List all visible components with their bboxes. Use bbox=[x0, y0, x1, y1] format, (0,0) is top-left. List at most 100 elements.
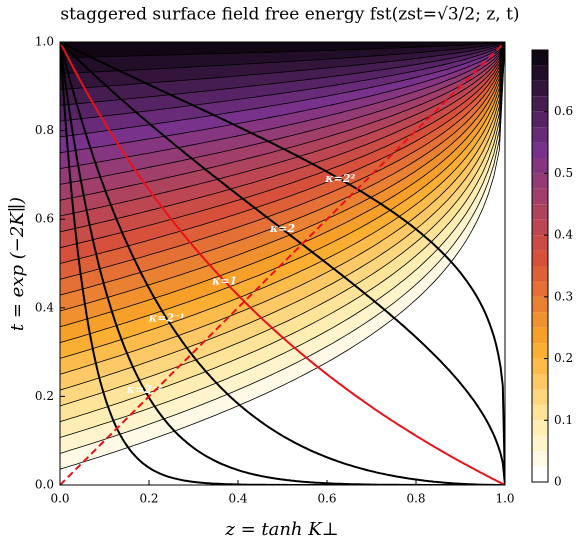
kappa-label: κ=2 bbox=[269, 222, 295, 235]
contour-line bbox=[60, 42, 505, 217]
kappa-label: κ=2⁻² bbox=[126, 383, 163, 396]
contour-band bbox=[60, 42, 505, 343]
colorbar-tick-label: 0.2 bbox=[554, 351, 573, 365]
kappa-label: κ=2² bbox=[324, 172, 355, 185]
kappa-label: κ=2⁻¹ bbox=[148, 312, 185, 325]
contour-line bbox=[60, 42, 505, 296]
colorbar-step bbox=[532, 142, 548, 158]
contour-line bbox=[60, 42, 505, 343]
contour-line bbox=[60, 42, 505, 122]
x-tick-label: 0.4 bbox=[228, 492, 247, 506]
contour-band bbox=[60, 42, 505, 359]
colorbar-step bbox=[532, 250, 548, 266]
contour-band bbox=[60, 42, 505, 296]
contour-band bbox=[60, 42, 505, 90]
colorbar-step bbox=[532, 312, 548, 328]
contour-band bbox=[60, 42, 505, 264]
colorbar-step bbox=[532, 281, 548, 297]
contour-band bbox=[60, 42, 505, 216]
colorbar-step bbox=[532, 435, 548, 452]
x-axis-label: z = tanh K⊥ bbox=[224, 519, 338, 540]
contour-line bbox=[60, 42, 505, 138]
x-tick-label: 1.0 bbox=[495, 492, 514, 506]
contour-band bbox=[60, 42, 505, 375]
colorbar-step bbox=[532, 111, 548, 128]
kappa-curve bbox=[60, 42, 505, 485]
y-tick-label: 0.0 bbox=[35, 478, 54, 492]
kappa-curve bbox=[60, 42, 505, 485]
x-tick-label: 0.8 bbox=[406, 492, 425, 506]
colorbar-step bbox=[532, 50, 548, 66]
colorbar-step bbox=[532, 188, 548, 205]
colorbar-step bbox=[532, 219, 548, 236]
diagonal bbox=[60, 42, 505, 485]
colorbar-step bbox=[532, 343, 548, 359]
contour-band bbox=[60, 42, 505, 169]
contour-line bbox=[60, 42, 505, 264]
x-tick-label: 0.0 bbox=[50, 492, 69, 506]
contour-band bbox=[60, 42, 505, 58]
contour-line bbox=[60, 42, 505, 375]
colorbar-step bbox=[532, 173, 548, 189]
contour-line bbox=[60, 42, 505, 59]
y-tick-label: 0.8 bbox=[35, 123, 54, 137]
contour-band bbox=[60, 42, 505, 280]
colorbar-step bbox=[532, 80, 548, 97]
y-tick-label: 1.0 bbox=[35, 35, 54, 49]
colorbar-step bbox=[532, 235, 548, 251]
colorbar-step bbox=[532, 451, 548, 467]
contour-band bbox=[60, 42, 505, 137]
contour-line bbox=[60, 42, 505, 169]
plot-area bbox=[60, 42, 505, 485]
contour-band bbox=[60, 42, 505, 122]
contour-line bbox=[60, 42, 505, 74]
contour-line bbox=[60, 42, 505, 470]
colorbar-step bbox=[532, 404, 548, 421]
colorbar-step bbox=[532, 420, 548, 436]
kappa-curve bbox=[60, 42, 505, 485]
contour-line bbox=[60, 42, 505, 359]
colorbar-step bbox=[532, 266, 548, 282]
y-tick-label: 0.4 bbox=[35, 300, 54, 314]
contour-line bbox=[60, 42, 505, 391]
colorbar-tick-label: 0.5 bbox=[554, 166, 573, 180]
colorbar-step bbox=[532, 389, 548, 405]
plot-frame bbox=[59, 41, 506, 486]
contour-band bbox=[60, 42, 505, 248]
x-tick-label: 0.2 bbox=[139, 492, 158, 506]
colorbar-step bbox=[532, 127, 548, 143]
contour-line bbox=[60, 42, 505, 90]
colorbar-step bbox=[532, 158, 548, 174]
contour-line bbox=[60, 42, 505, 454]
contour-band bbox=[60, 42, 505, 232]
contour-band bbox=[60, 42, 505, 470]
colorbar-tick-label: 0.1 bbox=[554, 413, 573, 427]
colorbar-tick-label: 0.6 bbox=[554, 104, 573, 118]
contour-band bbox=[60, 42, 505, 74]
chart-title: staggered surface field free energy fst(… bbox=[60, 5, 519, 25]
y-axis-label: t = exp (−2K∥) bbox=[7, 197, 28, 331]
colorbar-step bbox=[532, 96, 548, 112]
kappa-curve bbox=[60, 42, 505, 485]
contour-line bbox=[60, 42, 505, 407]
contour-band bbox=[60, 42, 505, 201]
colorbar-tick-label: 0.4 bbox=[554, 228, 573, 242]
contour-line bbox=[60, 42, 505, 312]
colorbar-frame bbox=[531, 49, 549, 483]
colorbar-step bbox=[532, 327, 548, 344]
colorbar-tick-label: 0 bbox=[554, 475, 562, 489]
colorbar-tick-label: 0.3 bbox=[554, 289, 573, 303]
contour-line bbox=[60, 42, 505, 328]
colorbar-step bbox=[532, 65, 548, 81]
colorbar-step bbox=[532, 204, 548, 220]
contour-line bbox=[60, 42, 505, 438]
contour-band bbox=[60, 42, 505, 153]
contour-line bbox=[60, 42, 505, 154]
kappa-curve bbox=[60, 42, 505, 485]
kappa-label: κ=1 bbox=[211, 274, 237, 287]
contour-band bbox=[60, 42, 505, 106]
overlay: κ=2⁻² κ=2⁻¹ κ=1 κ=2 κ=2² 0.0 0.2 0.4 0.6 0.8 1.0 0.… bbox=[35, 35, 574, 506]
contour-line bbox=[60, 42, 505, 106]
contour-line bbox=[60, 42, 505, 185]
